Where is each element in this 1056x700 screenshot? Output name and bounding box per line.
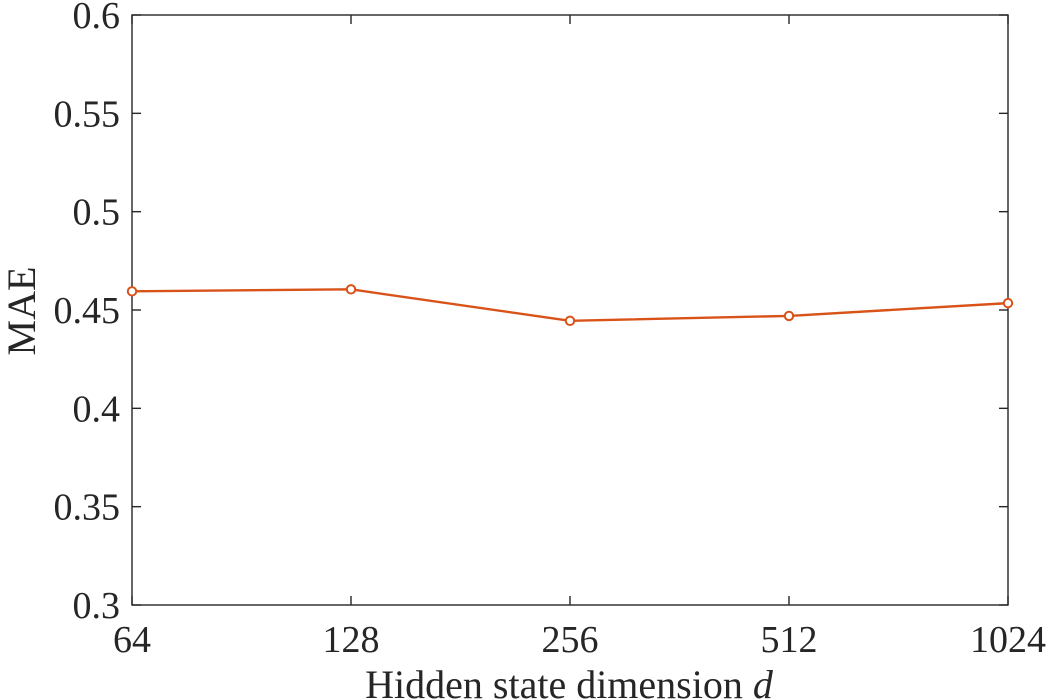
x-tick-label: 1024 (970, 619, 1046, 661)
x-tick-label: 256 (542, 619, 599, 661)
y-tick-label: 0.4 (73, 388, 121, 430)
x-tick-label: 64 (113, 619, 151, 661)
y-tick-label: 0.35 (54, 487, 121, 529)
y-axis-title: MAE (0, 267, 44, 356)
data-series (126, 284, 1014, 327)
data-point (564, 315, 576, 327)
data-point (126, 286, 138, 297)
y-tick-label: 0.45 (54, 290, 121, 332)
x-tick-label: 512 (761, 619, 818, 661)
x-axis-title: Hidden state dimension d (365, 662, 774, 700)
y-tick-label: 0.5 (73, 192, 121, 234)
y-tick-label: 0.55 (54, 93, 121, 135)
data-point (345, 284, 357, 295)
data-point (783, 310, 795, 322)
x-tick-label: 128 (323, 619, 380, 661)
y-tick-label: 0.3 (73, 585, 121, 627)
data-point (1002, 297, 1014, 309)
y-tick-label: 0.6 (73, 0, 121, 37)
y-axis: 0.3 0.35 0.4 0.45 0.5 0.55 0.6 (54, 0, 1008, 627)
x-axis: 64 128 256 512 1024 (113, 15, 1046, 661)
